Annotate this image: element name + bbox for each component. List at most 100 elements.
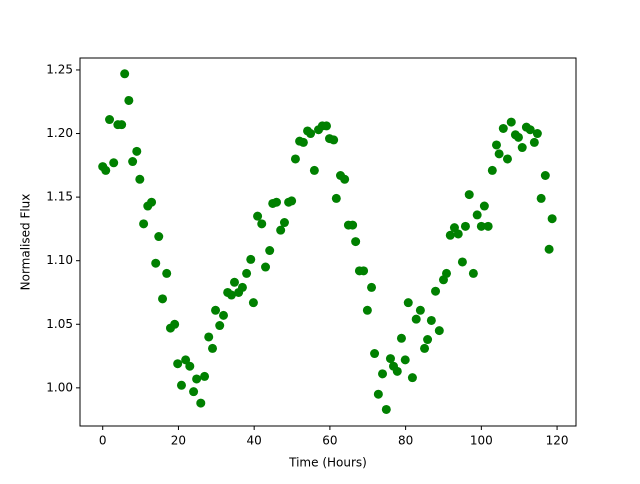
point	[279, 218, 289, 228]
point	[536, 193, 546, 203]
point	[321, 121, 331, 131]
x-tick-label: 40	[247, 434, 262, 448]
point	[498, 123, 508, 133]
point	[173, 359, 183, 369]
point	[540, 170, 550, 180]
point	[423, 335, 433, 345]
point	[381, 404, 391, 414]
point	[211, 305, 221, 315]
point	[257, 219, 267, 229]
point	[340, 174, 350, 184]
point	[309, 165, 319, 175]
point	[185, 361, 195, 371]
y-tick-label: 1.10	[46, 253, 73, 267]
point	[385, 354, 395, 364]
point	[513, 132, 523, 142]
y-axis-label: Normalised Flux	[19, 194, 33, 291]
point	[460, 221, 470, 231]
point	[298, 137, 308, 147]
point	[411, 314, 421, 324]
point	[287, 196, 297, 206]
point	[101, 165, 111, 175]
point	[151, 258, 161, 268]
point	[290, 154, 300, 164]
point	[154, 232, 164, 242]
point	[261, 262, 271, 272]
point	[200, 371, 210, 381]
point	[491, 140, 501, 150]
x-tick-label: 120	[546, 434, 569, 448]
point	[403, 298, 413, 308]
point	[494, 149, 504, 159]
point	[117, 120, 127, 130]
point	[479, 201, 489, 211]
point	[253, 211, 263, 221]
point	[226, 290, 236, 300]
point	[400, 355, 410, 365]
point	[367, 282, 377, 292]
y-tick-label: 1.15	[46, 190, 73, 204]
point	[483, 221, 493, 231]
y-tick-label: 1.00	[46, 380, 73, 394]
point	[457, 257, 467, 267]
x-tick-label: 20	[171, 434, 186, 448]
point	[407, 373, 417, 383]
point	[265, 246, 275, 256]
point	[132, 146, 142, 156]
point	[329, 135, 339, 145]
point	[218, 310, 228, 320]
point	[181, 355, 191, 365]
point	[306, 129, 316, 139]
point	[442, 268, 452, 278]
point	[124, 95, 134, 105]
point	[525, 125, 535, 135]
point	[276, 225, 286, 235]
point	[547, 214, 557, 224]
point	[529, 137, 539, 147]
point	[208, 343, 218, 353]
point	[158, 294, 168, 304]
point	[453, 229, 463, 239]
point	[506, 117, 516, 127]
point	[242, 268, 252, 278]
point	[204, 332, 214, 342]
point	[351, 237, 361, 247]
point	[373, 389, 383, 399]
point	[370, 349, 380, 359]
x-axis-label: Time (Hours)	[288, 456, 367, 470]
point	[246, 254, 256, 264]
point	[189, 387, 199, 397]
point	[544, 244, 554, 254]
point	[392, 366, 402, 376]
point	[139, 219, 149, 229]
point	[468, 268, 478, 278]
point	[272, 197, 282, 207]
x-tick-label: 100	[470, 434, 493, 448]
point	[464, 190, 474, 200]
point	[472, 210, 482, 220]
point	[434, 326, 444, 336]
x-tick-label: 60	[322, 434, 337, 448]
point	[359, 266, 369, 276]
point	[331, 193, 341, 203]
point	[502, 154, 512, 164]
point	[170, 319, 180, 329]
y-tick-label: 1.25	[46, 62, 73, 76]
point	[120, 69, 130, 79]
point	[135, 174, 145, 184]
point	[105, 115, 115, 125]
point	[348, 220, 358, 230]
point	[362, 305, 372, 315]
point	[487, 165, 497, 175]
point	[396, 333, 406, 343]
point	[426, 315, 436, 325]
point	[147, 197, 157, 207]
point	[109, 158, 119, 168]
point	[229, 277, 239, 287]
x-tick-label: 0	[99, 434, 107, 448]
point	[476, 221, 486, 231]
point	[128, 157, 138, 167]
plot-frame	[79, 57, 577, 427]
point	[378, 369, 388, 379]
